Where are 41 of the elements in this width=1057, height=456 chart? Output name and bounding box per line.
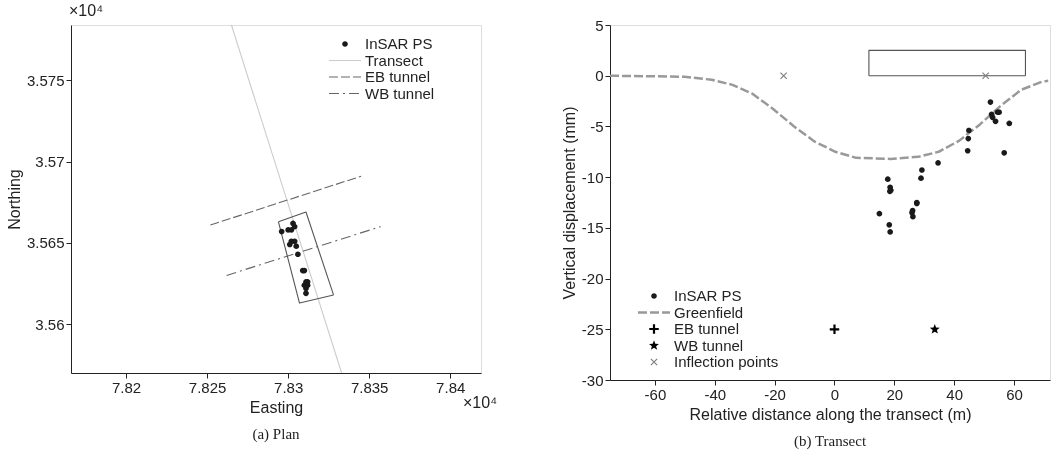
y-tick-label: -30 [581, 371, 604, 389]
y-tick-label: 0 [595, 67, 604, 85]
x-tick-label: 7.825 [188, 378, 227, 396]
y-tick-label: -25 [581, 320, 604, 338]
x-tick-label: 7.84 [436, 378, 466, 396]
x-tick-label: 20 [886, 385, 904, 403]
x-tick-label: 7.83 [274, 378, 304, 396]
legend-label: WB tunnel [674, 336, 744, 354]
y-tick-label: 5 [595, 16, 604, 34]
legend-label: EB tunnel [674, 320, 740, 337]
x-tick-label: 7.82 [112, 378, 142, 396]
text: (b) Transect [793, 433, 867, 450]
x-axis-title: Relative distance along the transect (m) [689, 405, 972, 423]
y-axis-title: Vertical displacement (mm) [560, 106, 578, 300]
legend-label: Greenfield [674, 303, 744, 321]
y-tick-label: -5 [590, 117, 604, 135]
legend-label: WB tunnel [365, 84, 435, 102]
text: ×10⁴ [69, 2, 104, 19]
legend-label: Transect [365, 51, 424, 69]
legend-label: InSAR PS [674, 287, 742, 304]
y-tick-label: 3.575 [26, 71, 65, 89]
y-tick-label: 3.57 [35, 153, 65, 171]
x-tick-label: 0 [830, 385, 840, 403]
x-tick-label: 40 [946, 385, 964, 403]
text: ×10⁴ [463, 394, 498, 411]
x-tick-label: -60 [644, 385, 667, 403]
y-tick-label: -20 [581, 270, 604, 288]
x-tick-label: -20 [764, 385, 786, 403]
y-tick-label: 3.565 [26, 234, 65, 252]
legend-label: InSAR PS [365, 35, 433, 52]
y-tick-label: -10 [581, 168, 604, 186]
y-tick-label: 3.56 [35, 315, 65, 333]
legend-label: EB tunnel [365, 68, 431, 85]
x-tick-label: 60 [1006, 385, 1023, 403]
x-axis-title: Easting [249, 398, 304, 416]
x-tick-label: -40 [704, 385, 727, 403]
x-tick-label: 7.835 [350, 378, 389, 396]
text: (a) Plan [252, 426, 301, 443]
legend-label: Inflection points [674, 353, 779, 370]
y-axis-title: Northing [5, 169, 23, 230]
y-tick-label: -15 [581, 219, 604, 237]
